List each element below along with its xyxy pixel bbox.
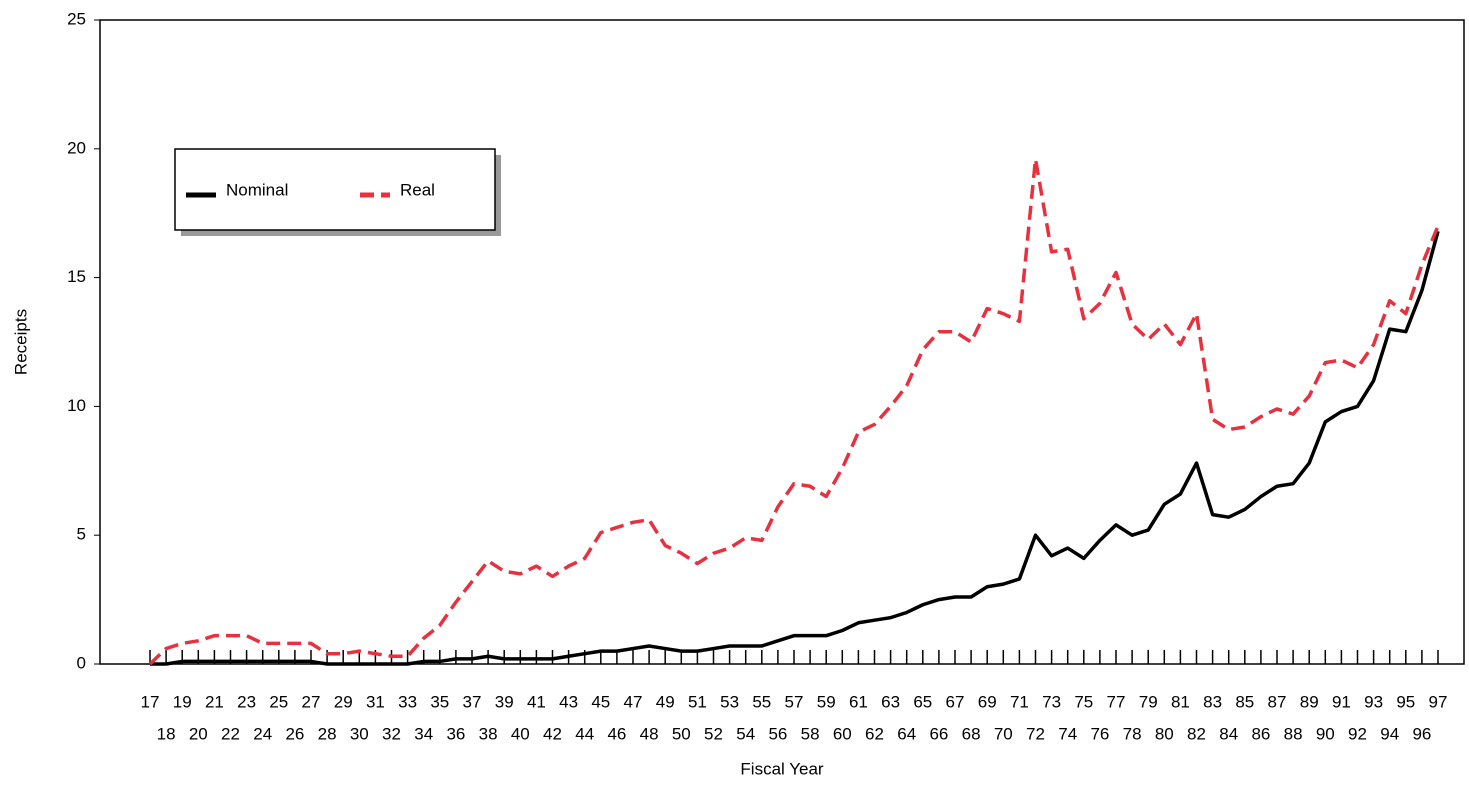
x-tick-label: 47 xyxy=(624,692,643,711)
x-tick-label: 48 xyxy=(640,724,659,743)
x-tick-label: 80 xyxy=(1155,724,1174,743)
x-tick-label: 36 xyxy=(446,724,465,743)
x-tick-label: 94 xyxy=(1380,724,1399,743)
x-tick-label: 66 xyxy=(929,724,948,743)
x-tick-label: 92 xyxy=(1348,724,1367,743)
x-tick-label: 56 xyxy=(768,724,787,743)
x-tick-label: 91 xyxy=(1332,692,1351,711)
x-tick-label: 62 xyxy=(865,724,884,743)
x-tick-label: 74 xyxy=(1058,724,1077,743)
x-tick-label: 29 xyxy=(334,692,353,711)
x-tick-label: 64 xyxy=(897,724,916,743)
x-tick-label: 86 xyxy=(1251,724,1270,743)
x-tick-label: 23 xyxy=(237,692,256,711)
x-tick-label: 39 xyxy=(495,692,514,711)
x-tick-label: 85 xyxy=(1235,692,1254,711)
y-axis-label: Receipts xyxy=(11,309,30,375)
x-tick-label: 33 xyxy=(398,692,417,711)
x-tick-label: 69 xyxy=(978,692,997,711)
x-tick-label: 61 xyxy=(849,692,868,711)
y-tick-label: 10 xyxy=(67,396,86,415)
x-tick-label: 57 xyxy=(785,692,804,711)
x-tick-label: 88 xyxy=(1284,724,1303,743)
x-tick-label: 31 xyxy=(366,692,385,711)
x-tick-label: 79 xyxy=(1139,692,1158,711)
x-tick-label: 34 xyxy=(414,724,433,743)
x-tick-label: 45 xyxy=(591,692,610,711)
x-tick-label: 54 xyxy=(736,724,755,743)
x-tick-label: 87 xyxy=(1268,692,1287,711)
x-tick-label: 93 xyxy=(1364,692,1383,711)
x-tick-label: 53 xyxy=(720,692,739,711)
x-tick-label: 42 xyxy=(543,724,562,743)
x-tick-label: 20 xyxy=(189,724,208,743)
x-tick-label: 84 xyxy=(1219,724,1238,743)
x-tick-label: 76 xyxy=(1090,724,1109,743)
x-tick-label: 37 xyxy=(463,692,482,711)
line-series xyxy=(148,157,1440,666)
x-tick-label: 71 xyxy=(1010,692,1029,711)
x-tick-label: 41 xyxy=(527,692,546,711)
x-tick-label: 32 xyxy=(382,724,401,743)
x-tick-label: 58 xyxy=(801,724,820,743)
y-tick-label: 0 xyxy=(77,653,86,672)
x-tick-label: 77 xyxy=(1107,692,1126,711)
y-tick-label: 5 xyxy=(77,525,86,544)
plot-frame xyxy=(99,19,1465,665)
legend xyxy=(174,148,501,236)
x-tick-label: 78 xyxy=(1123,724,1142,743)
x-tick-label: 40 xyxy=(511,724,530,743)
x-tick-label: 63 xyxy=(881,692,900,711)
x-tick-label: 81 xyxy=(1171,692,1190,711)
x-tick-label: 22 xyxy=(221,724,240,743)
x-tick-label: 52 xyxy=(704,724,723,743)
x-tick-label: 82 xyxy=(1187,724,1206,743)
x-tick-label: 19 xyxy=(173,692,192,711)
x-tick-label: 51 xyxy=(688,692,707,711)
x-tick-label: 25 xyxy=(269,692,288,711)
x-tick-label: 21 xyxy=(205,692,224,711)
y-tick-label: 15 xyxy=(67,267,86,286)
x-tick-label: 96 xyxy=(1412,724,1431,743)
legend-box xyxy=(174,148,496,231)
x-tick-label: 65 xyxy=(913,692,932,711)
x-tick-label: 18 xyxy=(157,724,176,743)
x-tick-label: 73 xyxy=(1042,692,1061,711)
x-tick-label: 90 xyxy=(1316,724,1335,743)
legend-label: Real xyxy=(400,180,435,199)
legend-label: Nominal xyxy=(226,180,288,199)
x-tick-label: 67 xyxy=(946,692,965,711)
x-axis-label: Fiscal Year xyxy=(740,759,823,778)
x-tick-label: 60 xyxy=(833,724,852,743)
x-tick-label: 68 xyxy=(962,724,981,743)
x-tick-label: 70 xyxy=(994,724,1013,743)
x-tick-label: 75 xyxy=(1074,692,1093,711)
x-tick-label: 26 xyxy=(285,724,304,743)
x-tick-label: 83 xyxy=(1203,692,1222,711)
x-tick-label: 35 xyxy=(430,692,449,711)
x-tick-label: 44 xyxy=(575,724,594,743)
y-tick-label: 20 xyxy=(67,138,86,157)
x-tick-label: 38 xyxy=(479,724,498,743)
x-tick-label: 97 xyxy=(1429,692,1448,711)
x-tick-label: 95 xyxy=(1396,692,1415,711)
line-series xyxy=(150,230,1440,666)
x-tick-label: 89 xyxy=(1300,692,1319,711)
x-tick-label: 59 xyxy=(817,692,836,711)
x-tick-label: 50 xyxy=(672,724,691,743)
x-tick-label: 24 xyxy=(253,724,272,743)
y-tick-label: 25 xyxy=(67,9,86,28)
x-tick-label: 28 xyxy=(318,724,337,743)
x-tick-label: 17 xyxy=(141,692,160,711)
x-tick-label: 72 xyxy=(1026,724,1045,743)
x-tick-label: 55 xyxy=(752,692,771,711)
x-tick-label: 43 xyxy=(559,692,578,711)
x-tick-label: 30 xyxy=(350,724,369,743)
x-tick-label: 46 xyxy=(607,724,626,743)
x-tick-label: 49 xyxy=(656,692,675,711)
x-tick-label: 27 xyxy=(302,692,321,711)
